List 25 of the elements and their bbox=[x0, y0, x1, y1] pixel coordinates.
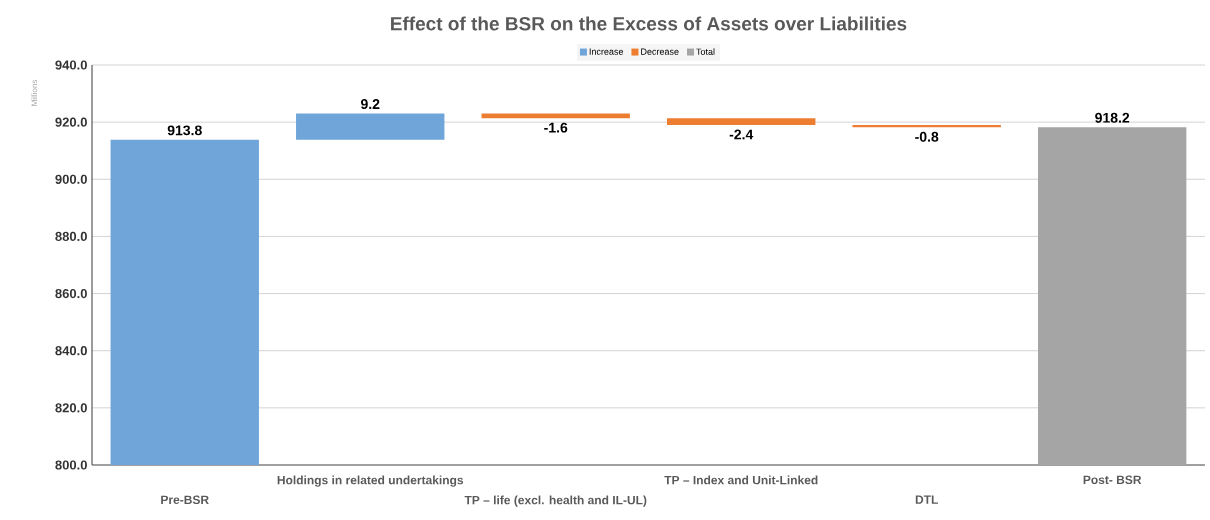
y-axis-title: Millions bbox=[31, 79, 38, 106]
data-label: 9.2 bbox=[360, 99, 380, 110]
x-tick-label: TP – Index and Unit-Linked bbox=[664, 475, 818, 485]
y-tick-label: 800.0 bbox=[55, 460, 87, 470]
x-tick-label: Holdings in related undertakings bbox=[277, 475, 464, 487]
y-tick-label: 940.0 bbox=[55, 60, 87, 70]
data-label: 918.2 bbox=[1095, 112, 1130, 123]
data-label: -1.6 bbox=[544, 122, 568, 133]
y-tick-label: 840.0 bbox=[55, 346, 87, 356]
x-tick-label: DTL bbox=[915, 495, 938, 504]
data-label: -0.8 bbox=[915, 131, 939, 142]
x-tick-label: TP – life (excl. health and IL-UL) bbox=[464, 495, 647, 507]
data-label: 913.8 bbox=[167, 125, 202, 136]
y-tick-label: 880.0 bbox=[55, 231, 87, 242]
legend-label: Decrease bbox=[641, 48, 679, 55]
chart-title: Effect of the BSR on the Excess of Assets over Liabilities bbox=[391, 16, 907, 31]
legend-label: Increase bbox=[589, 48, 624, 55]
x-tick-label: Pre-BSR bbox=[161, 495, 209, 505]
data-label: -2.4 bbox=[729, 129, 754, 140]
x-tick-label: Post- BSR bbox=[1083, 475, 1142, 485]
y-tick-label: 900.0 bbox=[55, 174, 87, 184]
legend-label: Total bbox=[696, 48, 715, 55]
y-tick-label: 860.0 bbox=[55, 288, 87, 299]
y-tick-label: 820.0 bbox=[55, 403, 87, 413]
y-tick-label: 920.0 bbox=[55, 117, 87, 127]
